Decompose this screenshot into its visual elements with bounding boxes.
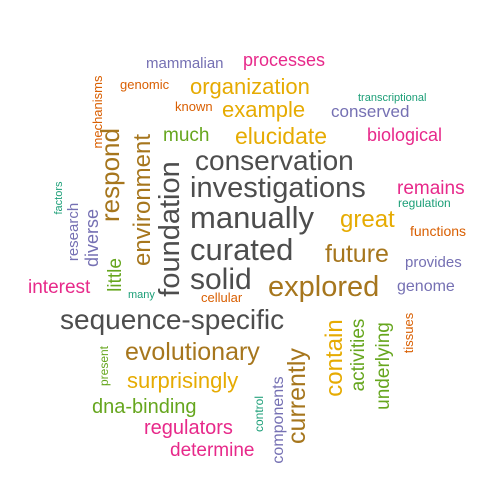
word-present: present — [97, 345, 111, 386]
word-manually: manually — [190, 200, 315, 235]
word-conserved: conserved — [331, 102, 409, 121]
word-tissues: tissues — [401, 312, 416, 353]
word-regulators: regulators — [144, 417, 233, 439]
word-organization: organization — [190, 74, 310, 99]
word-processes: processes — [243, 50, 325, 70]
word-future: future — [325, 240, 389, 268]
word-cellular: cellular — [201, 290, 243, 305]
word-underlying: underlying — [373, 322, 394, 410]
word-elucidate: elucidate — [235, 123, 327, 149]
word-solid: solid — [190, 263, 252, 296]
word-currently: currently — [283, 348, 311, 444]
word-little: little — [105, 258, 126, 292]
word-mammalian: mammalian — [146, 55, 224, 72]
word-many: many — [128, 289, 155, 301]
word-factors: factors — [53, 181, 65, 215]
word-investigations: investigations — [190, 172, 366, 204]
word-genomic: genomic — [120, 77, 170, 92]
word-functions: functions — [410, 223, 466, 239]
word-conservation: conservation — [195, 145, 354, 176]
word-sequence-specific: sequence-specific — [60, 304, 284, 335]
word-transcriptional: transcriptional — [358, 92, 426, 104]
word-determine: determine — [170, 440, 255, 461]
word-remains: remains — [397, 178, 465, 199]
word-control: control — [252, 396, 266, 432]
word-known: known — [175, 99, 213, 114]
word-respond: respond — [95, 128, 125, 222]
word-activities: activities — [348, 319, 369, 392]
word-surprisingly: surprisingly — [127, 368, 238, 393]
word-research: research — [65, 203, 82, 261]
word-environment: environment — [129, 134, 156, 266]
word-diverse: diverse — [82, 209, 102, 267]
word-interest: interest — [28, 277, 91, 298]
word-mechanisms: mechanisms — [90, 75, 105, 148]
word-genome: genome — [397, 278, 455, 295]
word-contain: contain — [321, 319, 348, 396]
word-provides: provides — [405, 254, 462, 271]
word-components: components — [270, 376, 287, 463]
word-evolutionary: evolutionary — [125, 338, 260, 366]
word-great: great — [340, 206, 395, 233]
word-curated: curated — [190, 232, 293, 267]
word-dna-binding: dna-binding — [92, 396, 197, 418]
word-regulation: regulation — [398, 196, 451, 210]
word-explored: explored — [268, 271, 379, 303]
word-foundation: foundation — [154, 161, 186, 296]
word-much: much — [163, 125, 209, 146]
word-example: example — [222, 97, 305, 122]
word-biological: biological — [367, 125, 442, 145]
